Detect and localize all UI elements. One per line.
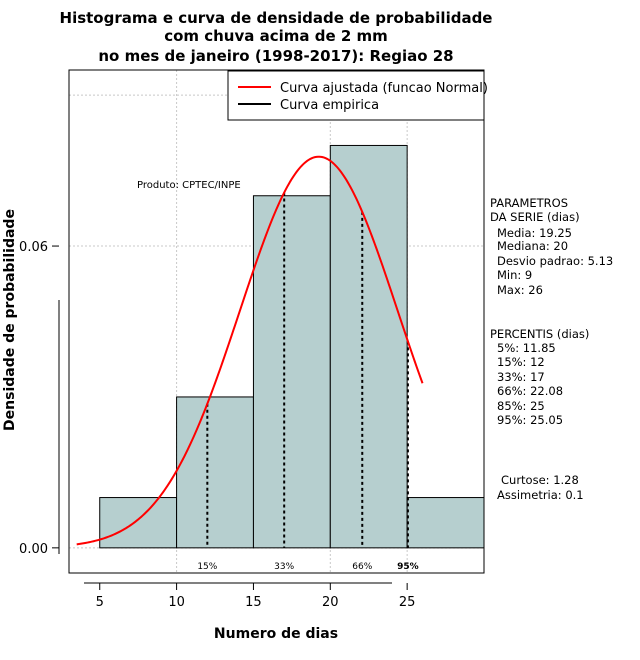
histogram-bar [99, 497, 178, 549]
legend: Curva ajustada (funcao Normal) Curva emp… [227, 70, 488, 121]
x-tick-label: 20 [322, 595, 339, 610]
histogram-bars [99, 144, 485, 549]
plot-frame [68, 69, 485, 574]
percentile-label: 15% [197, 562, 217, 572]
percentile-label: 95% [397, 562, 419, 572]
x-tick-label: 5 [96, 595, 104, 610]
x-axis: 5 10 15 20 25 [84, 582, 416, 610]
y-tick-label: 0.00 [19, 542, 48, 557]
percentile-85: 85%: 25 [497, 399, 545, 413]
legend-label-empirical: Curva empirica [280, 98, 379, 113]
statistics-panel: PARAMETROS DA SERIE (dias) Media: 19.25 … [490, 196, 613, 502]
normal-density-curve [76, 155, 424, 546]
title-line-1: Histograma e curva de densidade de proba… [60, 9, 493, 27]
percentile-label: 66% [352, 562, 372, 572]
params-title-2: DA SERIE (dias) [490, 210, 580, 224]
y-tick-label: 0.06 [19, 240, 48, 255]
kurtosis: Curtose: 1.28 [501, 473, 579, 487]
x-tick-label: 25 [399, 595, 416, 610]
percentile-33: 33%: 17 [497, 370, 545, 384]
histogram-bar [406, 497, 485, 549]
percentile-label: 33% [274, 562, 294, 572]
y-axis-label: Densidade de probabilidade [2, 209, 18, 431]
percentile-labels: 15% 33% 66% 95% [197, 562, 418, 572]
histogram-bar [176, 396, 254, 549]
y-axis: 0.00 0.06 [19, 240, 60, 557]
x-tick-label: 15 [245, 595, 262, 610]
param-median: Mediana: 20 [497, 239, 568, 253]
legend-label-normal: Curva ajustada (funcao Normal) [280, 81, 488, 96]
percentile-lines [206, 192, 409, 548]
percentiles-title: PERCENTIS (dias) [490, 327, 589, 341]
x-tick-label: 10 [168, 595, 185, 610]
params-title-1: PARAMETROS [490, 196, 568, 210]
percentile-15: 15%: 12 [497, 355, 545, 369]
legend-box [227, 70, 485, 121]
title-line-2: com chuva acima de 2 mm [164, 27, 388, 45]
histogram-bar [252, 195, 331, 549]
param-stddev: Desvio padrao: 5.13 [497, 254, 613, 268]
param-max: Max: 26 [497, 283, 543, 297]
skewness: Assimetria: 0.1 [497, 488, 584, 502]
title-line-3: no mes de janeiro (1998-2017): Regiao 28 [98, 47, 453, 65]
product-annotation: Produto: CPTEC/INPE [137, 180, 241, 191]
percentile-95: 95%: 25.05 [497, 413, 563, 427]
chart-title: Histograma e curva de densidade de proba… [60, 9, 493, 65]
param-mean: Media: 19.25 [497, 226, 572, 240]
histogram-bar [329, 144, 408, 549]
param-min: Min: 9 [497, 268, 532, 282]
x-axis-label: Numero de dias [214, 626, 338, 642]
percentile-66: 66%: 22.08 [497, 384, 563, 398]
percentile-5: 5%: 11.85 [497, 341, 556, 355]
